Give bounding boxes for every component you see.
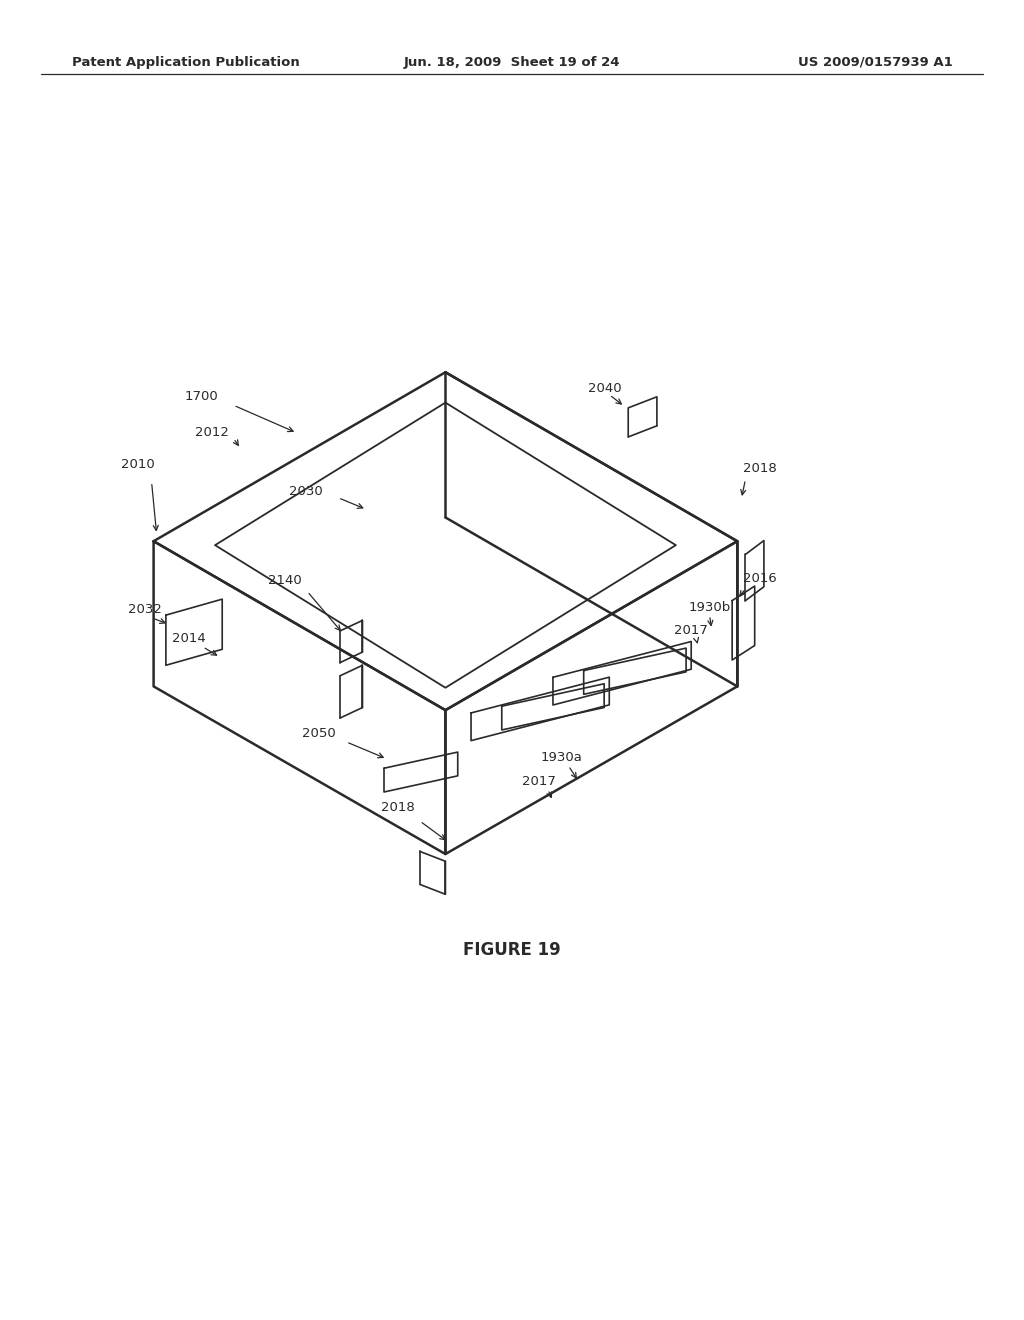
Text: 2017: 2017 <box>522 775 556 788</box>
Text: FIGURE 19: FIGURE 19 <box>463 941 561 960</box>
Text: 2016: 2016 <box>743 572 777 585</box>
Text: 2010: 2010 <box>121 458 155 471</box>
Text: 1930a: 1930a <box>541 751 583 764</box>
Text: 2018: 2018 <box>381 801 415 814</box>
Text: 2050: 2050 <box>302 727 336 741</box>
Text: US 2009/0157939 A1: US 2009/0157939 A1 <box>798 55 952 69</box>
Text: Patent Application Publication: Patent Application Publication <box>72 55 299 69</box>
Text: 2040: 2040 <box>588 381 622 395</box>
Text: 2014: 2014 <box>172 632 206 645</box>
Text: 2017: 2017 <box>674 624 708 638</box>
Text: 2030: 2030 <box>289 484 323 498</box>
Text: 1700: 1700 <box>184 389 218 403</box>
Text: 2018: 2018 <box>743 462 777 475</box>
Text: 2032: 2032 <box>128 603 162 616</box>
Text: 2012: 2012 <box>195 426 228 440</box>
Text: Jun. 18, 2009  Sheet 19 of 24: Jun. 18, 2009 Sheet 19 of 24 <box>403 55 621 69</box>
Text: 1930b: 1930b <box>688 601 730 614</box>
Text: 2140: 2140 <box>268 574 302 587</box>
